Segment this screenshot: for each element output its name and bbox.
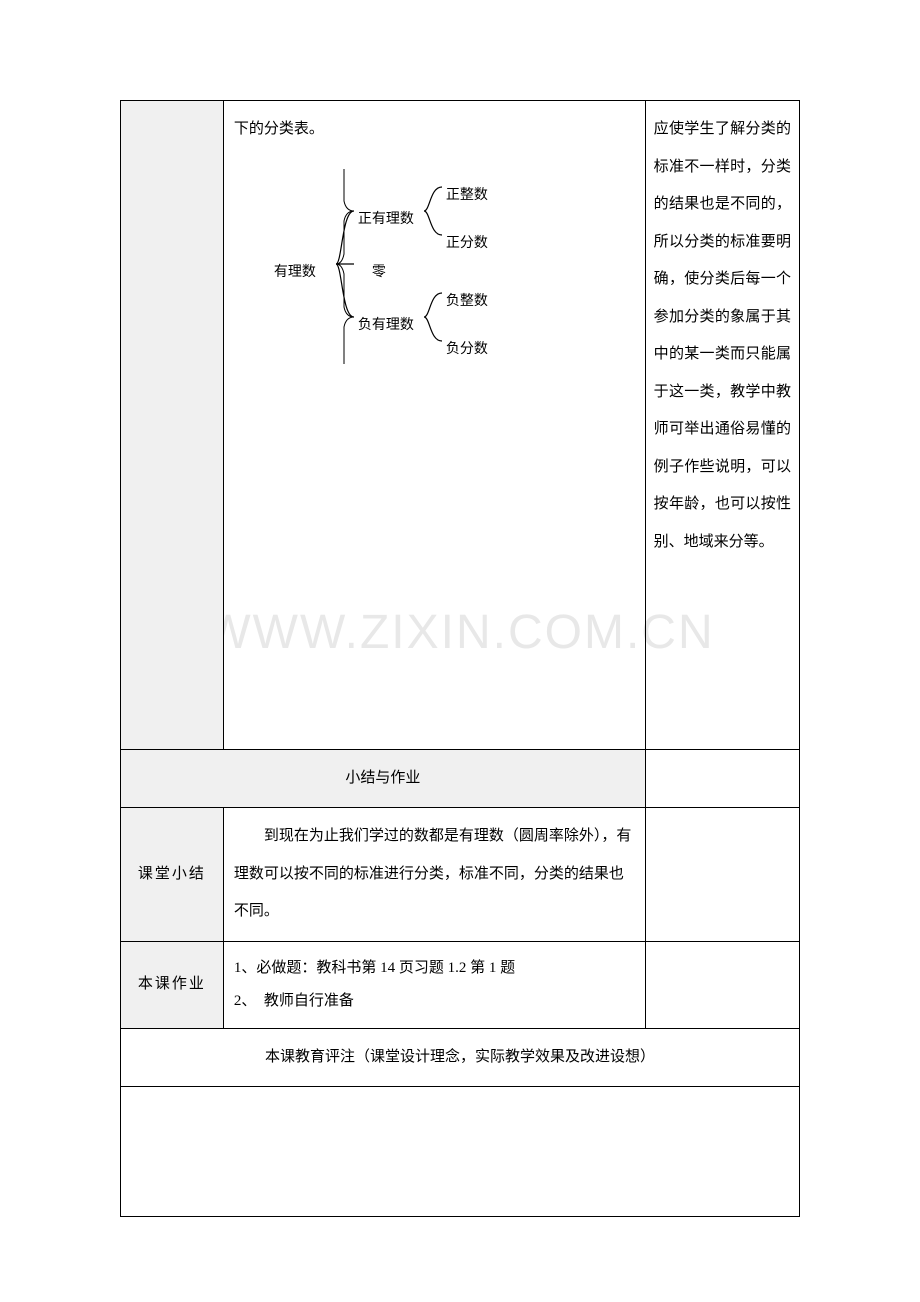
empty-notes-cell [645, 808, 799, 942]
tree-level1-label: 零 [372, 255, 386, 290]
classification-tree-diagram: 有理数 正有理数 零 负有理数 正整数 正分数 负整数 负分数 [274, 169, 635, 369]
section-header-cell: 小结与作业 [121, 749, 646, 808]
row-label-cell: 课堂小结 [121, 808, 224, 942]
tree-brackets-svg [274, 169, 594, 369]
lesson-plan-table: 下的分类表。 有理数 正有理数 零 负有理数 正整数 正分数 负整数 负分数 应… [120, 100, 800, 1217]
empty-cell [121, 1087, 800, 1217]
tree-level2-label: 正整数 [446, 178, 488, 213]
tree-level2-label: 正分数 [446, 226, 488, 261]
section-header-row: 小结与作业 [121, 749, 800, 808]
content-cell: 下的分类表。 有理数 正有理数 零 负有理数 正整数 正分数 负整数 负分数 [223, 101, 645, 750]
homework-item: 2、 教师自行准备 [234, 985, 635, 1018]
tree-level1-label: 负有理数 [358, 308, 414, 343]
content-cell: 1、必做题：教科书第 14 页习题 1.2 第 1 题 2、 教师自行准备 [223, 941, 645, 1028]
row-label-cell: 本课作业 [121, 941, 224, 1028]
row-label-cell [121, 101, 224, 750]
tree-level2-label: 负整数 [446, 284, 488, 319]
footer-header-row: 本课教育评注（课堂设计理念，实际教学效果及改进设想） [121, 1028, 800, 1087]
table-row: 下的分类表。 有理数 正有理数 零 负有理数 正整数 正分数 负整数 负分数 应… [121, 101, 800, 750]
content-intro: 下的分类表。 [234, 111, 635, 149]
tree-root-label: 有理数 [274, 255, 316, 290]
empty-notes-row [121, 1087, 800, 1217]
table-row: 课堂小结 到现在为止我们学过的数都是有理数（圆周率除外），有理数可以按不同的标准… [121, 808, 800, 942]
homework-item: 1、必做题：教科书第 14 页习题 1.2 第 1 题 [234, 952, 635, 985]
empty-notes-cell [645, 941, 799, 1028]
footer-header-cell: 本课教育评注（课堂设计理念，实际教学效果及改进设想） [121, 1028, 800, 1087]
notes-cell: 应使学生了解分类的标准不一样时，分类的结果也是不同的，所以分类的标准要明确，使分… [645, 101, 799, 750]
tree-level2-label: 负分数 [446, 332, 488, 367]
tree-level1-label: 正有理数 [358, 202, 414, 237]
empty-notes-cell [645, 749, 799, 808]
content-cell: 到现在为止我们学过的数都是有理数（圆周率除外），有理数可以按不同的标准进行分类，… [223, 808, 645, 942]
table-row: 本课作业 1、必做题：教科书第 14 页习题 1.2 第 1 题 2、 教师自行… [121, 941, 800, 1028]
summary-text: 到现在为止我们学过的数都是有理数（圆周率除外），有理数可以按不同的标准进行分类，… [234, 818, 635, 931]
